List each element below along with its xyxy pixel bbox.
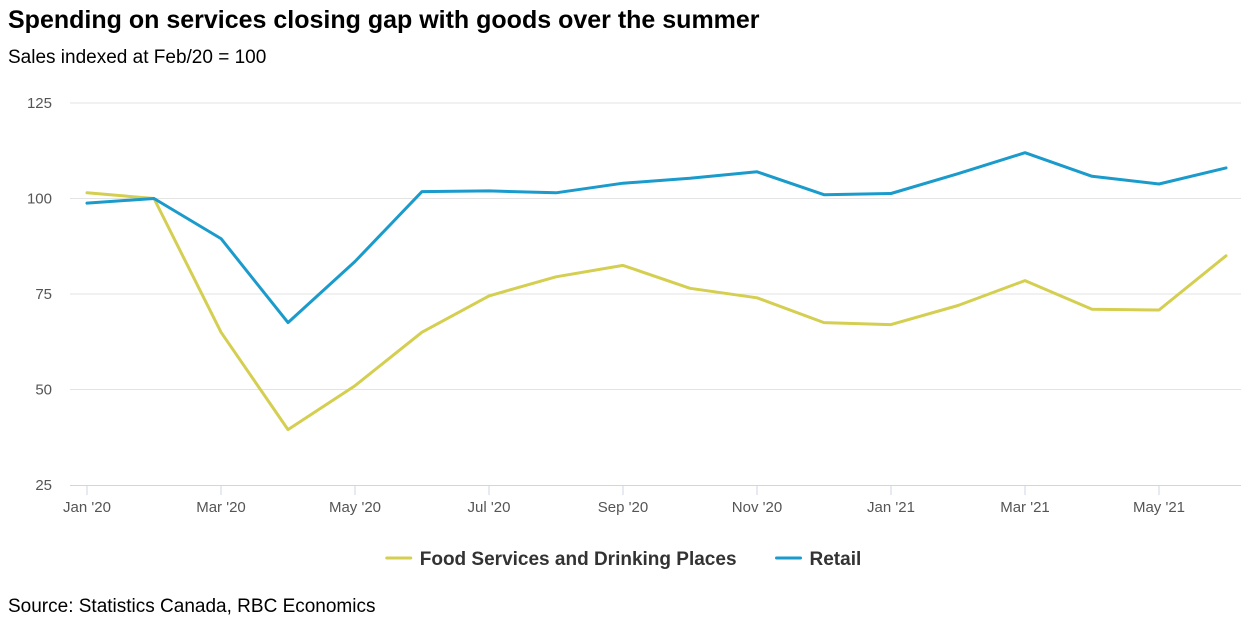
data-point[interactable]: [1155, 306, 1163, 314]
data-point[interactable]: [83, 199, 91, 207]
x-tick-label: Mar '21: [1000, 499, 1050, 516]
data-point[interactable]: [351, 258, 359, 266]
data-point[interactable]: [1222, 252, 1230, 260]
data-point[interactable]: [418, 188, 426, 196]
y-tick-label: 100: [27, 191, 52, 208]
data-point[interactable]: [217, 235, 225, 243]
data-point[interactable]: [820, 191, 828, 199]
data-point[interactable]: [1021, 149, 1029, 157]
chart-title: Spending on services closing gap with go…: [8, 6, 760, 34]
data-point[interactable]: [887, 321, 895, 329]
chart-subtitle: Sales indexed at Feb/20 = 100: [8, 47, 267, 68]
x-tick-label: May '21: [1133, 499, 1185, 516]
legend-item-0[interactable]: Food Services and Drinking Places: [385, 549, 737, 570]
x-tick-label: Sep '20: [598, 499, 648, 516]
data-point[interactable]: [351, 382, 359, 390]
data-point[interactable]: [1155, 180, 1163, 188]
data-point[interactable]: [1021, 277, 1029, 285]
data-point[interactable]: [619, 179, 627, 187]
data-point[interactable]: [686, 174, 694, 182]
data-point[interactable]: [1088, 305, 1096, 313]
y-tick-label: 125: [27, 95, 52, 112]
data-point[interactable]: [485, 187, 493, 195]
x-tick-label: May '20: [329, 499, 381, 516]
data-point[interactable]: [753, 294, 761, 302]
axis-layer: 25 50 75 100 125 Jan '20 Mar '20 May '20 Jul '20…: [27, 95, 1241, 516]
chart-source: Source: Statistics Canada, RBC Economics: [8, 596, 376, 617]
data-point[interactable]: [284, 426, 292, 434]
series-line-1: [85, 151, 1228, 325]
data-point[interactable]: [552, 273, 560, 281]
grid-layer: [70, 102, 1241, 390]
data-point[interactable]: [753, 168, 761, 176]
data-point[interactable]: [217, 328, 225, 336]
data-point[interactable]: [619, 261, 627, 269]
legend-label: Retail: [810, 549, 862, 570]
x-tick-label: Jan '21: [867, 499, 915, 516]
x-tick-label: Mar '20: [196, 499, 246, 516]
legend-label: Food Services and Drinking Places: [420, 549, 737, 570]
data-point[interactable]: [83, 189, 91, 197]
data-point[interactable]: [485, 292, 493, 300]
legend-item-1[interactable]: Retail: [775, 549, 862, 570]
x-tick-label: Jan '20: [63, 499, 111, 516]
x-tick-label: Nov '20: [732, 499, 782, 516]
data-point[interactable]: [686, 284, 694, 292]
data-point[interactable]: [150, 195, 158, 203]
y-tick-label: 25: [35, 477, 52, 494]
data-point[interactable]: [1222, 164, 1230, 172]
data-point[interactable]: [954, 170, 962, 178]
y-tick-label: 75: [35, 286, 52, 303]
data-point[interactable]: [418, 328, 426, 336]
data-point[interactable]: [887, 190, 895, 198]
data-point[interactable]: [820, 319, 828, 327]
series-line-0: [85, 191, 1228, 432]
x-tick-label: Jul '20: [468, 499, 511, 516]
legend: Food Services and Drinking Places Retail: [385, 549, 862, 570]
data-point[interactable]: [1088, 172, 1096, 180]
y-tick-label: 50: [35, 382, 52, 399]
data-point[interactable]: [284, 319, 292, 327]
series-layer: [83, 149, 1230, 434]
data-point[interactable]: [954, 301, 962, 309]
data-point[interactable]: [552, 189, 560, 197]
